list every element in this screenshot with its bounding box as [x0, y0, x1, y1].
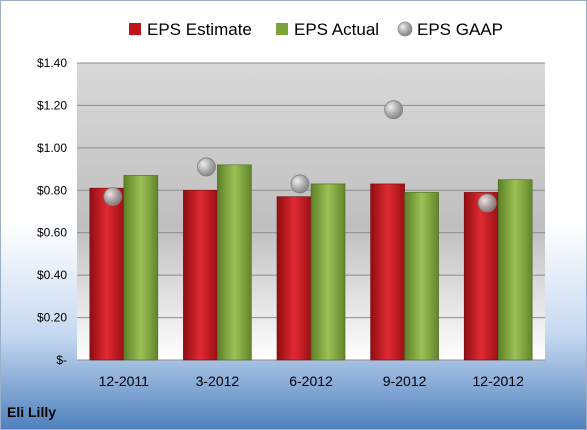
legend-label-eps-actual: EPS Actual: [294, 20, 379, 39]
x-axis-labels: 12-2011 3-2012 6-2012 9-2012 12-2012: [99, 373, 524, 389]
y-tick-label: $0.40: [37, 268, 67, 282]
eps-estimate-bar: [370, 183, 405, 361]
x-tick-label: 6-2012: [289, 373, 333, 389]
legend: EPS Estimate EPS Actual EPS GAAP: [129, 20, 503, 39]
bars: [89, 164, 533, 361]
eps-estimate-bar: [89, 187, 125, 361]
y-tick-label: $1.00: [37, 141, 67, 155]
eps-gaap-marker: [384, 100, 404, 120]
x-tick-label: 12-2011: [99, 373, 150, 389]
x-tick-label: 12-2012: [473, 373, 525, 389]
y-tick-label: $0.60: [37, 226, 67, 240]
legend-swatch-eps-estimate: [129, 23, 141, 35]
eps-actual-bar: [310, 183, 346, 361]
eps-actual-bar: [497, 179, 533, 361]
y-tick-label: $1.20: [37, 98, 67, 112]
eps-actual-bar: [404, 192, 439, 361]
eps-gaap-marker: [290, 174, 310, 194]
eps-actual-bar: [217, 164, 252, 361]
legend-label-eps-estimate: EPS Estimate: [147, 20, 252, 39]
eps-estimate-bar: [463, 192, 499, 361]
eps-estimate-bar: [183, 189, 218, 361]
eps-gaap-marker: [103, 187, 123, 207]
eps-estimate-bar: [276, 196, 312, 361]
eps-gaap-marker: [196, 157, 216, 177]
legend-swatch-eps-gaap: [397, 21, 413, 37]
eps-chart: $- $0.20 $0.40 $0.60 $0.80 $1.00 $1.20 $1.40 12…: [37, 20, 545, 389]
y-tick-label: $1.40: [37, 56, 67, 70]
eps-actual-bar: [123, 175, 159, 361]
legend-label-eps-gaap: EPS GAAP: [417, 20, 503, 39]
company-name: Eli Lilly: [7, 404, 57, 420]
legend-swatch-eps-actual: [276, 23, 288, 35]
x-tick-label: 3-2012: [196, 373, 240, 389]
gaap-markers: [103, 100, 497, 213]
y-tick-label: $0.80: [37, 183, 67, 197]
y-tick-label: $-: [56, 353, 67, 367]
x-tick-label: 9-2012: [383, 373, 427, 389]
y-tick-label: $0.20: [37, 311, 67, 325]
y-axis-ticks: $- $0.20 $0.40 $0.60 $0.80 $1.00 $1.20 $1.40: [37, 56, 67, 367]
eps-gaap-marker: [477, 193, 497, 213]
